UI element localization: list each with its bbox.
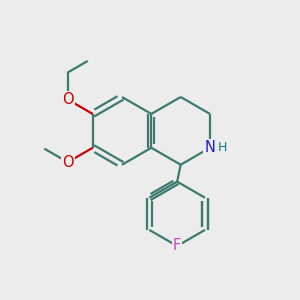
Text: F: F [173,238,181,253]
Text: H: H [218,141,227,154]
Text: O: O [62,155,74,170]
Text: O: O [62,92,74,107]
Text: N: N [205,140,215,155]
